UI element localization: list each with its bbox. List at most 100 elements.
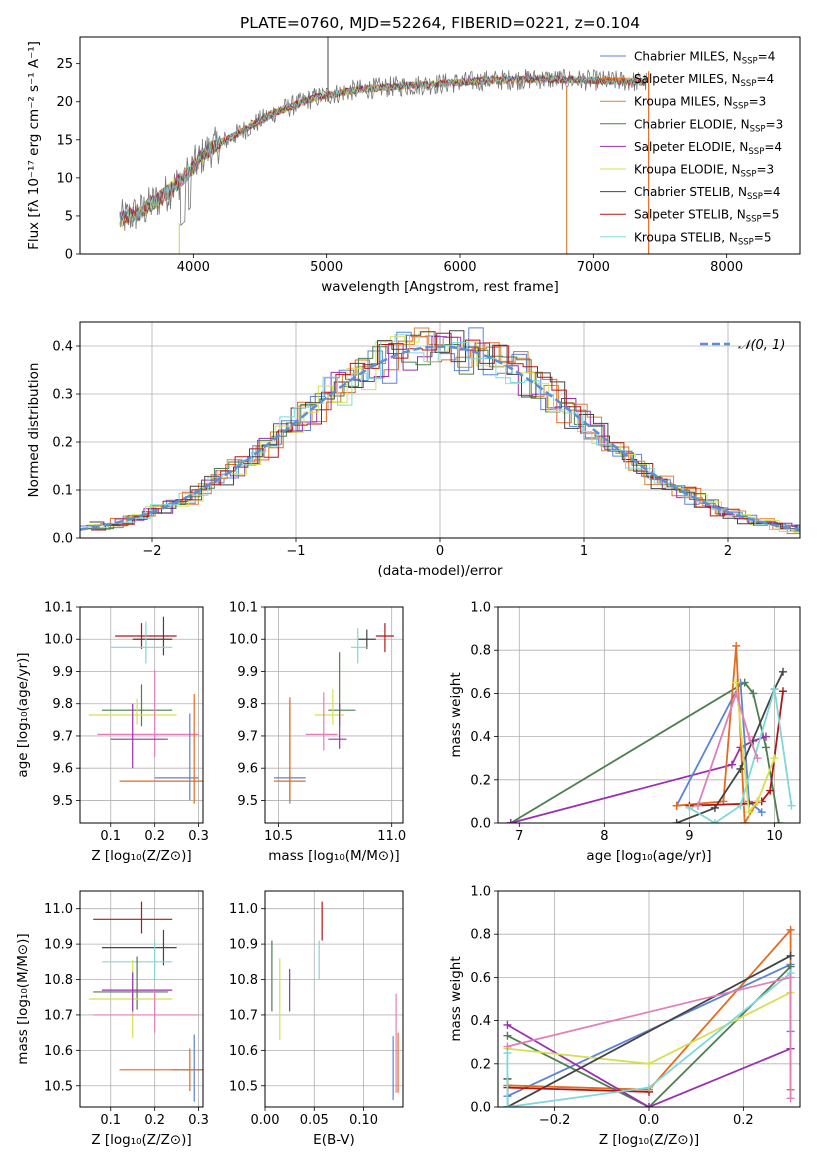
axes-spectrum: 4000 5000 6000 7000 8000 0 5 10 15 20 25 wavelength… — [26, 14, 801, 295]
weight-series — [672, 678, 766, 817]
errorbar-point — [88, 960, 173, 1038]
legend-label: Salpeter MILES, NSSP=4 — [634, 72, 774, 89]
plot-area-weight-vs-Z — [503, 925, 795, 1107]
x-tick-label: 0 — [436, 544, 444, 559]
y-tick-label: 10.0 — [44, 633, 73, 648]
x-tick-label: −2 — [142, 544, 161, 559]
errorbar-point — [93, 990, 199, 1033]
weight-marker — [786, 925, 795, 934]
weight-marker — [761, 743, 770, 752]
legend-label: Chabrier STELIB, NSSP=4 — [634, 185, 781, 202]
x-tick-label: 1 — [580, 544, 588, 559]
y-tick-label: 10.5 — [44, 1079, 73, 1094]
errorbar-point — [101, 929, 177, 966]
axes-frame — [264, 606, 404, 824]
errorbar-point — [101, 972, 173, 1012]
x-tick-label: 8000 — [710, 260, 743, 275]
legend-label: Kroupa ELODIE, NSSP=3 — [634, 163, 774, 180]
weight-marker — [761, 732, 770, 741]
y-tick-label: 0.8 — [470, 644, 491, 659]
y-tick-label: 11.0 — [229, 902, 258, 917]
y-axis-label: Flux [fλ 10⁻¹⁷ erg cm⁻² s⁻¹ A⁻¹] — [26, 41, 42, 250]
y-tick-label: 0.4 — [470, 730, 491, 745]
y-tick-label: 9.6 — [237, 762, 258, 777]
weight-marker — [786, 951, 795, 960]
weight-marker — [736, 801, 745, 810]
weight-marker — [727, 760, 736, 769]
y-tick-label: 10.7 — [229, 1008, 258, 1023]
y-tick-label: 0.2 — [470, 1057, 491, 1072]
histogram-step — [89, 330, 800, 530]
y-tick-label: 9.9 — [237, 665, 258, 680]
x-tick-label: −1 — [286, 544, 305, 559]
errorbar-point — [154, 713, 199, 801]
y-tick-label: 9.6 — [52, 762, 73, 777]
weight-series — [503, 973, 795, 1103]
y-tick-label: 10.9 — [229, 938, 258, 953]
plot-area-age-vs-Z — [88, 616, 203, 804]
weight-line — [675, 679, 763, 813]
x-tick-label: 0.2 — [733, 1113, 754, 1128]
weight-marker — [732, 678, 741, 687]
y-tick-label: 9.8 — [237, 697, 258, 712]
y-tick-label: 10.5 — [229, 1079, 258, 1094]
x-tick-label: 7000 — [577, 260, 610, 275]
weight-marker — [778, 687, 787, 696]
errorbar-point — [305, 692, 338, 751]
weight-marker — [672, 801, 681, 810]
errorbar-point — [119, 1048, 203, 1092]
weight-marker — [736, 765, 745, 773]
axes-age-vs-mass: 10.5 11.0 9.5 9.6 9.7 9.8 9.9 10.0 10.1 mass [log… — [229, 601, 406, 865]
legend: Chabrier MILES, NSSP=4 Salpeter MILES, NS… — [600, 50, 783, 247]
y-tick-label: 9.8 — [52, 697, 73, 712]
weight-marker — [786, 973, 795, 982]
normal-curve — [80, 345, 800, 531]
y-tick-label: 10.7 — [44, 1008, 73, 1023]
weight-marker — [786, 1094, 795, 1103]
y-axis-label: Normed distribution — [26, 363, 42, 498]
errorbar-point — [357, 629, 376, 649]
axes-residuals: −2 −1 0 1 2 0.0 0.1 0.2 0.3 0.4 (data-model)/error… — [26, 321, 801, 579]
y-tick-label: 10.8 — [229, 973, 258, 988]
x-axis-label: Z [log₁₀(Z/Z⊙)] — [599, 1132, 699, 1148]
plot-area-weight-vs-age — [506, 641, 796, 823]
y-tick-label: 9.9 — [52, 665, 73, 680]
axes-weight-vs-age: 7 8 9 10 0.0 0.2 0.4 0.6 0.8 1.0 age [log₁₀(age/yr… — [448, 601, 801, 864]
y-tick-label: 10.1 — [229, 601, 258, 616]
y-tick-label: 1.0 — [470, 885, 491, 900]
y-tick-label: 0.2 — [52, 436, 73, 451]
legend-label: 𝒩(0, 1) — [738, 338, 785, 353]
plot-area-mass-vs-Z — [88, 901, 203, 1102]
weight-marker — [693, 801, 702, 810]
x-axis-label: Z [log₁₀(Z/Z⊙)] — [91, 848, 191, 864]
weight-marker — [757, 808, 766, 817]
axes-frame — [79, 606, 204, 824]
weight-marker — [770, 685, 779, 694]
x-tick-label: 5000 — [310, 260, 343, 275]
y-axis-label: mass [log₁₀(M/M⊙)] — [15, 933, 31, 1064]
y-tick-label: 0.2 — [470, 773, 491, 788]
weight-marker — [774, 819, 783, 823]
errorbar-point — [350, 627, 367, 664]
chart-title: PLATE=0760, MJD=52264, FIBERID=0221, z=0… — [240, 14, 640, 32]
axes-mass-vs-EBV: 0.00 0.05 0.10 10.5 10.6 10.7 10.8 10.9 11.0 E(B-… — [229, 890, 404, 1148]
x-axis-label: mass [log₁₀(M/M⊙)] — [268, 848, 399, 864]
axes-frame — [497, 890, 801, 1108]
errorbar-point — [97, 669, 199, 757]
errorbar-point — [110, 703, 168, 769]
x-axis-label: (data-model)/error — [377, 563, 503, 579]
plot-area-residuals — [80, 327, 800, 535]
model-spectrum-line — [119, 74, 646, 227]
legend-label: Chabrier MILES, NSSP=4 — [634, 50, 775, 67]
errorbar-point — [328, 703, 347, 749]
x-tick-label: 8 — [600, 829, 608, 844]
errorbar-point — [132, 616, 173, 656]
errorbar-point — [110, 621, 173, 664]
weight-line — [506, 1024, 791, 1107]
y-tick-label: 9.5 — [237, 794, 258, 809]
weight-marker — [740, 819, 749, 823]
weight-marker — [766, 786, 775, 795]
weight-marker — [503, 1020, 512, 1029]
y-tick-label: 0.6 — [470, 687, 491, 702]
x-tick-label: 0.3 — [188, 829, 209, 844]
